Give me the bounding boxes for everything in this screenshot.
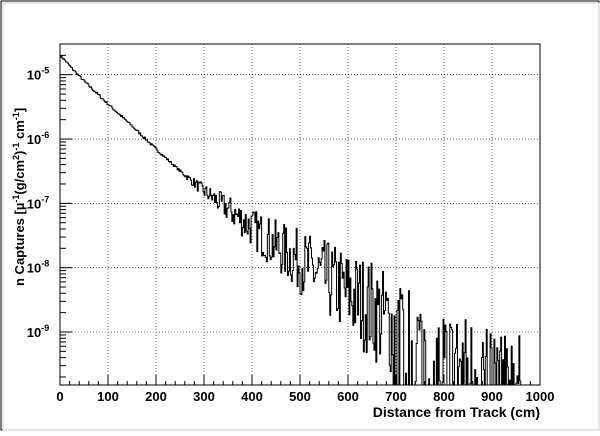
x-tick-label: 700 [385, 389, 407, 404]
y-tick-label: 10-6 [27, 130, 49, 147]
x-axis-title: Distance from Track (cm) [373, 404, 540, 420]
x-tick-label: 600 [337, 389, 359, 404]
x-tick-label: 500 [289, 389, 311, 404]
grid [60, 44, 540, 385]
x-tick-label: 0 [56, 389, 63, 404]
x-tick-label: 300 [193, 389, 215, 404]
x-tick-label: 200 [145, 389, 167, 404]
y-tick-label: 10-5 [27, 66, 49, 83]
y-tick-label: 10-9 [27, 323, 49, 340]
x-tick-label: 400 [241, 389, 263, 404]
y-tick-label: 10-8 [27, 259, 49, 276]
data-series [60, 55, 521, 386]
x-tick-label: 1000 [526, 389, 555, 404]
x-tick-label: 800 [433, 389, 455, 404]
y-axis-title: n Captures [µ-1(g/cm2)-1 cm-1] [11, 108, 27, 286]
x-tick-label: 100 [97, 389, 119, 404]
capture-distribution-line [60, 55, 521, 386]
y-tick-label: 10-7 [27, 194, 49, 211]
x-tick-label: 900 [481, 389, 503, 404]
axes: 0 100 200 300 400 500 600 700 800 900 1000 10-5 10-6… [27, 54, 555, 404]
